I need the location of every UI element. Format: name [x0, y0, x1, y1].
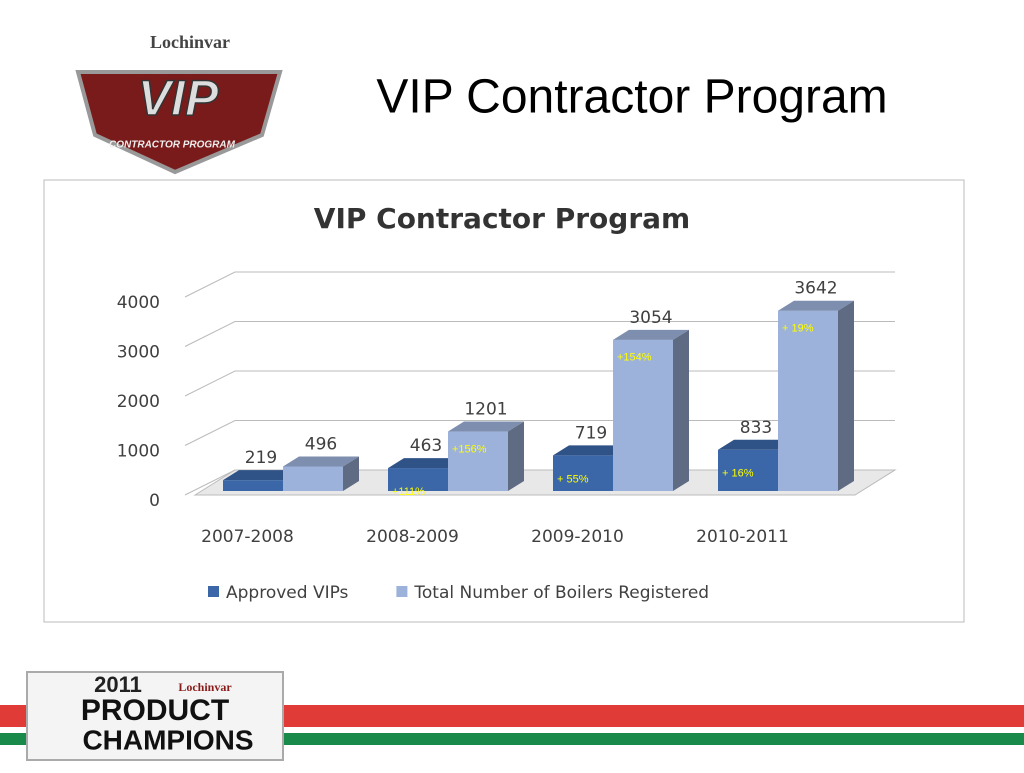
data-label: 3642 [794, 279, 837, 299]
bar-side [343, 456, 359, 491]
badge-brand: Lochinvar [178, 680, 232, 694]
bar-top [718, 439, 794, 450]
bar-top [388, 458, 464, 469]
data-label: 463 [410, 436, 442, 456]
bar-top [613, 329, 689, 340]
y-tick-label: 2000 [117, 392, 160, 412]
bar-front [283, 466, 343, 491]
bar-front [223, 480, 283, 491]
bar [448, 421, 524, 491]
grid-line [184, 321, 895, 347]
change-label: +154% [617, 352, 652, 364]
bar-top [223, 470, 299, 481]
badge-year: 2011 [94, 672, 142, 697]
change-label: + 55% [557, 473, 589, 485]
x-tick-label: 2009-2010 [531, 527, 624, 547]
champions-badge: 2011 Lochinvar PRODUCT CHAMPIONS [26, 671, 284, 761]
bar-front [553, 455, 613, 491]
badge-line2: CHAMPIONS [82, 724, 253, 755]
bar-top [778, 300, 854, 311]
bar-front [718, 449, 778, 491]
data-label: 1201 [464, 400, 507, 420]
x-tick-label: 2008-2009 [366, 527, 459, 547]
bar-front [778, 310, 838, 491]
legend-swatch [396, 586, 408, 597]
data-label: 219 [245, 448, 277, 468]
chart-title: VIP Contractor Program [314, 202, 690, 235]
bar-side [673, 329, 689, 491]
x-tick-label: 2007-2008 [201, 527, 294, 547]
data-label: 833 [740, 418, 772, 438]
slide-title: VIP Contractor Program [376, 71, 887, 124]
legend-swatch [208, 586, 219, 597]
logo-name: VIP [138, 70, 219, 126]
change-label: +111% [392, 486, 425, 498]
data-label: 719 [575, 423, 607, 443]
y-tick-label: 1000 [117, 442, 160, 462]
bar-side [838, 300, 854, 491]
x-tick-label: 2010-2011 [696, 527, 789, 547]
data-label: 496 [305, 434, 337, 454]
legend-label: Total Number of Boilers Registered [413, 583, 709, 603]
bar-side [508, 421, 524, 491]
bar-front [388, 468, 448, 491]
change-label: + 16% [722, 468, 754, 480]
logo-brand: Lochinvar [150, 32, 230, 52]
bar-front [613, 339, 673, 491]
logo-subtitle: CONTRACTOR PROGRAM [109, 140, 236, 151]
y-tick-label: 0 [149, 491, 160, 511]
y-tick-label: 3000 [117, 343, 160, 363]
badge-line1: PRODUCT [81, 694, 229, 727]
bar-top [448, 421, 524, 432]
grid-line [184, 271, 895, 298]
bar [283, 456, 359, 491]
data-label: 3054 [629, 308, 672, 328]
vip-logo: Lochinvar VIP CONTRACTOR PROGRAM [75, 32, 283, 175]
change-label: +156% [452, 443, 487, 455]
change-label: + 19% [782, 323, 814, 335]
bar [778, 300, 854, 491]
bar [613, 329, 689, 491]
bar-front [448, 431, 508, 491]
bar-top [553, 445, 629, 456]
legend-label: Approved VIPs [226, 583, 349, 603]
bar-top [283, 456, 359, 467]
y-tick-label: 4000 [117, 293, 160, 313]
